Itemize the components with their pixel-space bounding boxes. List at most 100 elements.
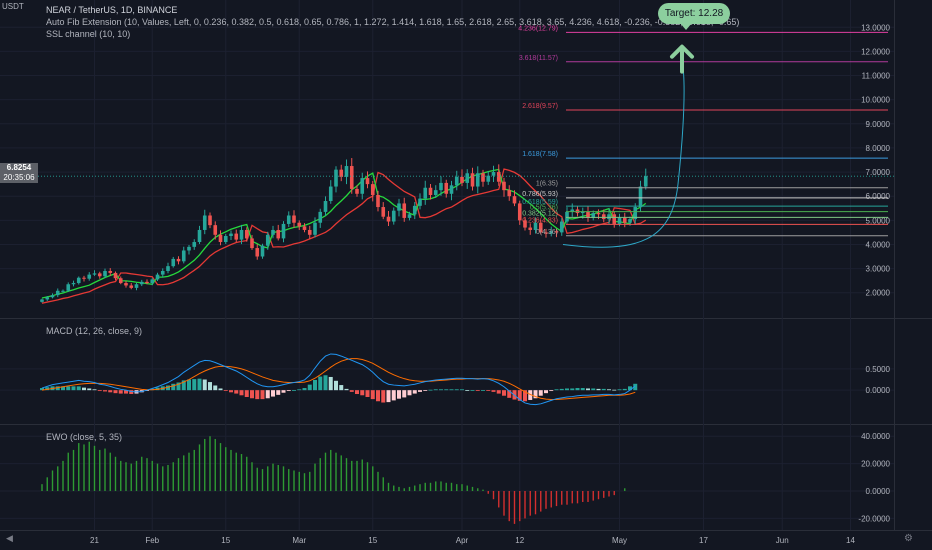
macd-histogram-bar	[129, 390, 134, 395]
candle-body	[549, 231, 554, 234]
macd-histogram-bar	[66, 386, 71, 391]
macd-histogram-bar	[370, 390, 375, 400]
macd-histogram-bar	[622, 388, 627, 391]
candle-body	[418, 198, 422, 206]
candle-body	[208, 215, 212, 226]
ssl-legend: SSL channel (10, 10)	[46, 29, 131, 39]
candle-body	[139, 281, 144, 285]
macd-histogram-bar	[292, 390, 296, 391]
macd-histogram-bar	[449, 389, 454, 391]
candle-body	[507, 190, 512, 197]
macd-histogram-bar	[538, 390, 543, 396]
candle-body	[565, 211, 569, 222]
macd-histogram-bar	[76, 386, 81, 391]
candle-body	[202, 215, 207, 230]
macd-histogram-bar	[55, 386, 60, 391]
candle-body	[523, 220, 527, 228]
macd-histogram-bar	[470, 390, 475, 391]
macd-histogram-bar	[202, 379, 207, 391]
macd-histogram-bar	[223, 390, 228, 391]
macd-histogram-bar	[229, 390, 233, 393]
macd-histogram-bar	[244, 390, 249, 397]
macd-histogram-bar	[197, 378, 202, 391]
fib-level-label: 1.618(7.58)	[522, 151, 558, 158]
macd-histogram-bar	[260, 390, 265, 400]
gear-icon[interactable]: ⚙	[904, 533, 913, 544]
macd-histogram-bar	[166, 385, 170, 391]
candle-body	[596, 213, 601, 215]
macd-histogram-bar	[486, 390, 491, 391]
candle-body	[381, 207, 386, 217]
target-label: Target: 12.28	[658, 3, 730, 30]
macd-histogram-bar	[407, 390, 412, 396]
candle-body	[397, 203, 401, 211]
candle-body	[376, 194, 380, 208]
candle-body	[386, 216, 391, 222]
x-tick-label: Apr	[456, 536, 469, 545]
x-tick-label: Mar	[292, 536, 306, 545]
candle-body	[460, 176, 464, 183]
candle-body	[538, 222, 543, 233]
macd-histogram-bar	[250, 390, 254, 399]
macd-histogram-bar	[171, 383, 176, 391]
candle-body	[360, 178, 365, 194]
candle-body	[402, 203, 407, 218]
candle-body	[601, 214, 606, 220]
macd-histogram-bar	[412, 390, 417, 394]
fib-level-label: 4.236(12.79)	[518, 25, 558, 32]
ewo-tick-label: 20.0000	[861, 460, 890, 469]
candle-body	[234, 233, 239, 240]
x-tick-label: May	[612, 536, 627, 545]
macd-histogram-bar	[402, 390, 407, 398]
macd-histogram-bar	[523, 390, 527, 402]
macd-histogram-bar	[87, 388, 92, 391]
scroll-back-icon[interactable]: ◀	[6, 533, 13, 543]
candle-body	[103, 270, 107, 277]
macd-histogram-bar	[265, 390, 270, 399]
fib-level-label: 0.786(5.93)	[522, 191, 558, 198]
macd-histogram-bar	[255, 390, 260, 400]
candle-body	[281, 223, 286, 239]
macd-histogram-bar	[313, 379, 317, 391]
candle-body	[586, 211, 590, 218]
macd-histogram-bar	[281, 390, 286, 393]
x-tick-label: 21	[90, 536, 99, 545]
candle-body	[129, 285, 134, 288]
macd-histogram-bar	[40, 388, 44, 391]
ewo-tick-label: 40.0000	[861, 432, 890, 441]
ewo-tick-label: 0.0000	[866, 487, 891, 496]
macd-histogram-bar	[323, 375, 328, 391]
candle-body	[628, 219, 632, 223]
candle-body	[108, 270, 113, 273]
candle-body	[181, 250, 186, 262]
fib-level-label: 0.382(5.12)	[522, 210, 558, 217]
x-tick-label: 15	[368, 536, 377, 545]
x-tick-label: 15	[221, 536, 230, 545]
candle-body	[97, 273, 102, 277]
macd-histogram-bar	[544, 390, 548, 394]
price-tick-label: 9.0000	[866, 120, 891, 129]
macd-histogram-bar	[565, 388, 569, 391]
candle-body	[449, 185, 454, 194]
macd-histogram-bar	[528, 390, 533, 400]
macd-histogram-bar	[533, 390, 538, 399]
macd-tick-label: 0.0000	[866, 386, 891, 395]
candle-body	[591, 213, 596, 218]
price-tick-label: 2.0000	[866, 289, 891, 298]
x-tick-label: 14	[846, 536, 855, 545]
macd-histogram-bar	[349, 390, 354, 392]
candle-body	[533, 222, 538, 230]
candle-body	[570, 209, 575, 212]
candle-body	[124, 283, 128, 286]
candle-body	[412, 205, 417, 215]
macd-histogram-bar	[586, 388, 590, 391]
candle-body	[223, 236, 228, 243]
candle-body	[76, 277, 81, 284]
macd-histogram-bar	[444, 389, 449, 391]
macd-histogram-bar	[71, 386, 76, 391]
candle-body	[407, 214, 412, 218]
projection-path	[562, 60, 685, 248]
macd-histogram-bar	[307, 384, 312, 391]
x-tick-label: 17	[699, 536, 708, 545]
candle-body	[481, 173, 485, 182]
